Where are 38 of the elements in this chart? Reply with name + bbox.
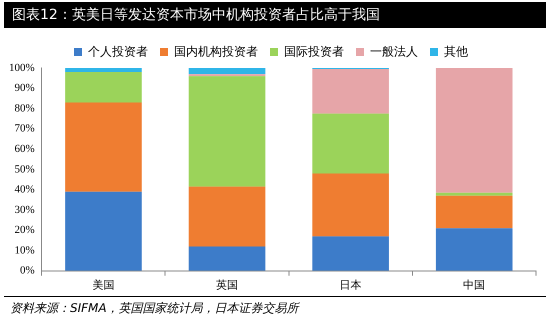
- y-tick-label: 30%: [14, 204, 35, 216]
- text: 资料来源：SIFMA，英国国家统计局，日本证券交易所: [4, 296, 546, 317]
- bar: [65, 192, 142, 271]
- bar: [65, 68, 142, 72]
- bar: [436, 192, 513, 196]
- y-tick-label: 0%: [20, 264, 35, 277]
- bar: [188, 68, 266, 74]
- legend-label: 国内机构投资者: [174, 44, 258, 58]
- bar: [436, 68, 513, 193]
- y-tick-label: 10%: [14, 244, 35, 256]
- y-tick-label: 70%: [14, 122, 35, 135]
- y-tick-label: 100%: [8, 62, 35, 74]
- bar: [436, 196, 513, 228]
- bar: [436, 228, 513, 271]
- bar: [312, 236, 389, 271]
- bar: [312, 173, 389, 236]
- bar: [188, 246, 266, 271]
- y-tick-label: 20%: [14, 224, 35, 236]
- x-tick-label: 中国: [463, 278, 486, 292]
- y-tick-label: 60%: [14, 143, 35, 156]
- y-tick-label: 90%: [14, 82, 35, 94]
- bar: [312, 114, 389, 174]
- x-tick-label: 日本: [340, 278, 362, 292]
- y-tick-label: 40%: [14, 184, 35, 196]
- legend-label: 其他: [444, 44, 468, 58]
- bar: [65, 102, 142, 192]
- legend-label: 个人投资者: [88, 44, 148, 58]
- y-tick-label: 50%: [14, 163, 35, 176]
- legend-label: 一般法人: [370, 44, 418, 58]
- x-tick-label: 美国: [92, 278, 114, 292]
- bar: [312, 69, 389, 114]
- x-tick-label: 英国: [216, 278, 238, 292]
- legend-label: 国际投资者: [284, 44, 344, 58]
- bar: [188, 76, 266, 187]
- bar: [188, 186, 266, 246]
- bar: [65, 72, 142, 102]
- chart-title: 图表12：英美日等发达资本市场中机构投资者占比高于我国: [4, 2, 546, 28]
- y-tick-label: 80%: [14, 102, 35, 114]
